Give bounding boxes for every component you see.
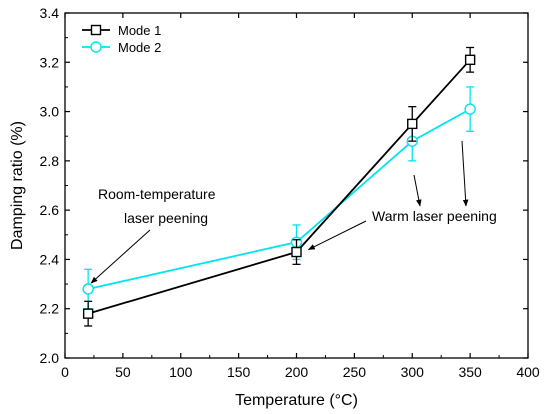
x-tick-label: 300 <box>401 364 425 380</box>
legend-label: Mode 2 <box>118 40 161 55</box>
annotations: Room-temperature laser peening Warm laser … <box>90 140 497 284</box>
annotation-arrow <box>307 220 367 251</box>
annotation-room-temperature-line2: laser peening <box>124 210 208 226</box>
annotation-arrow <box>413 174 422 207</box>
data-point <box>82 308 94 319</box>
y-tick-label: 2.6 <box>40 202 60 218</box>
series-mode-1 <box>82 46 476 327</box>
series-line <box>87 59 471 315</box>
x-tick-label: 400 <box>516 364 540 380</box>
data-point <box>82 283 94 295</box>
legend-marker <box>90 24 102 36</box>
y-tick-label: 3.2 <box>40 54 60 70</box>
x-tick-label: 50 <box>115 364 131 380</box>
y-tick-label: 2.2 <box>40 301 60 317</box>
x-tick-label: 250 <box>343 364 367 380</box>
data-point <box>464 54 476 66</box>
data-point <box>464 103 476 115</box>
x-tick-label: 0 <box>61 364 69 380</box>
x-tick-label: 150 <box>227 364 251 380</box>
x-tick-label: 350 <box>458 364 482 380</box>
y-tick-label: 2.8 <box>40 153 60 169</box>
annotation-warm-laser-peening: Warm laser peening <box>372 208 497 224</box>
y-tick-label: 2.4 <box>40 251 60 267</box>
legend-marker <box>90 41 102 53</box>
data-point <box>291 246 302 258</box>
series-layer <box>82 46 476 327</box>
legend-label: Mode 1 <box>118 23 161 38</box>
y-tick-label: 3.0 <box>40 104 60 120</box>
legend: Mode 1 Mode 2 <box>82 23 161 55</box>
annotation-arrow <box>461 140 469 207</box>
y-axis-title: Damping ratio (%) <box>9 121 26 250</box>
annotation-arrow <box>90 229 151 284</box>
data-point <box>407 118 418 130</box>
y-tick-label: 3.4 <box>40 5 60 21</box>
x-axis-title: Temperature (°C) <box>235 392 358 409</box>
x-tick-label: 200 <box>285 364 309 380</box>
x-tick-label: 100 <box>169 364 193 380</box>
axes: 0 50 100 150 200 250 300 350 400 2.0 2.2 2.4 2.6 2.8 3… <box>9 5 540 409</box>
annotation-room-temperature-line1: Room-temperature <box>98 186 216 202</box>
y-tick-label: 2.0 <box>40 350 60 366</box>
series-line <box>87 108 471 290</box>
